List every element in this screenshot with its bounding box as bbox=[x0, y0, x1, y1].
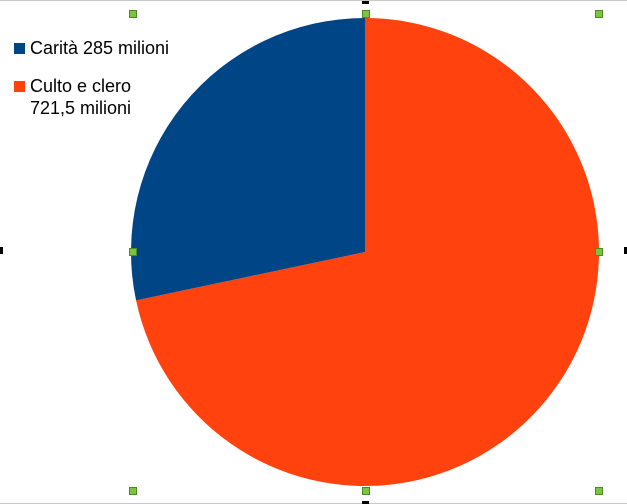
legend: Carità 285 milioni Culto e clero 721,5 m… bbox=[14, 37, 214, 135]
selection-handle-bottom-left[interactable] bbox=[129, 487, 137, 495]
frame-tick-bottom bbox=[362, 501, 369, 504]
frame-tick-right bbox=[624, 247, 627, 254]
selection-handle-top-right[interactable] bbox=[595, 10, 603, 18]
selection-handle-middle-right[interactable] bbox=[595, 248, 603, 256]
selection-handle-bottom-center[interactable] bbox=[362, 487, 370, 495]
legend-item-carita: Carità 285 milioni bbox=[14, 37, 214, 59]
legend-label-culto-e-clero: Culto e clero 721,5 milioni bbox=[30, 76, 132, 118]
legend-label-carita: Carità 285 milioni bbox=[30, 38, 170, 58]
pie-slice-carita[interactable] bbox=[130, 18, 365, 301]
frame-tick-left bbox=[0, 247, 3, 254]
selection-handle-middle-left[interactable] bbox=[129, 248, 137, 256]
legend-swatch-culto-e-clero bbox=[14, 81, 25, 92]
pie-slice-culto-e-clero[interactable] bbox=[136, 18, 599, 486]
selection-handle-top-left[interactable] bbox=[129, 10, 137, 18]
frame-tick-top bbox=[362, 1, 369, 4]
legend-item-culto-e-clero: Culto e clero 721,5 milioni bbox=[14, 75, 214, 119]
selection-handle-bottom-right[interactable] bbox=[595, 487, 603, 495]
legend-swatch-carita bbox=[14, 43, 25, 54]
selection-handle-top-center[interactable] bbox=[362, 10, 370, 18]
